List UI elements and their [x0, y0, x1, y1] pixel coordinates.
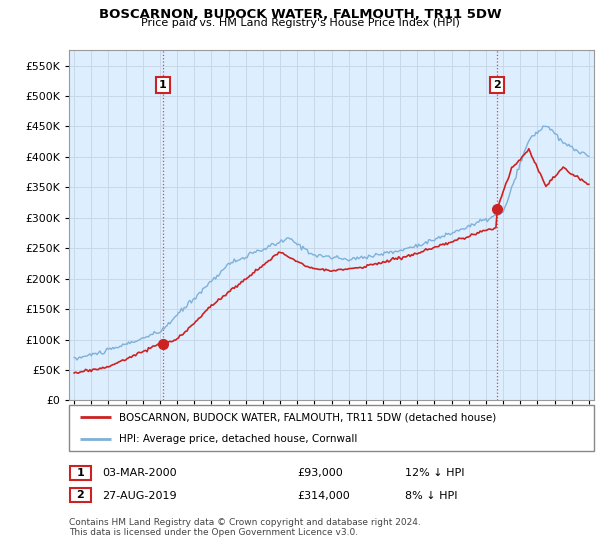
Text: 1: 1	[159, 80, 167, 90]
Text: Contains HM Land Registry data © Crown copyright and database right 2024.
This d: Contains HM Land Registry data © Crown c…	[69, 518, 421, 538]
Text: Price paid vs. HM Land Registry's House Price Index (HPI): Price paid vs. HM Land Registry's House …	[140, 18, 460, 29]
Text: 27-AUG-2019: 27-AUG-2019	[102, 491, 176, 501]
Text: BOSCARNON, BUDOCK WATER, FALMOUTH, TR11 5DW: BOSCARNON, BUDOCK WATER, FALMOUTH, TR11 …	[98, 8, 502, 21]
Text: 12% ↓ HPI: 12% ↓ HPI	[405, 468, 464, 478]
Text: 2: 2	[77, 490, 84, 500]
Text: 8% ↓ HPI: 8% ↓ HPI	[405, 491, 458, 501]
Text: £314,000: £314,000	[297, 491, 350, 501]
Text: BOSCARNON, BUDOCK WATER, FALMOUTH, TR11 5DW (detached house): BOSCARNON, BUDOCK WATER, FALMOUTH, TR11 …	[119, 412, 496, 422]
Text: HPI: Average price, detached house, Cornwall: HPI: Average price, detached house, Corn…	[119, 435, 357, 444]
Text: 1: 1	[77, 468, 84, 478]
Text: 03-MAR-2000: 03-MAR-2000	[102, 468, 176, 478]
Text: 2: 2	[493, 80, 501, 90]
Text: £93,000: £93,000	[297, 468, 343, 478]
